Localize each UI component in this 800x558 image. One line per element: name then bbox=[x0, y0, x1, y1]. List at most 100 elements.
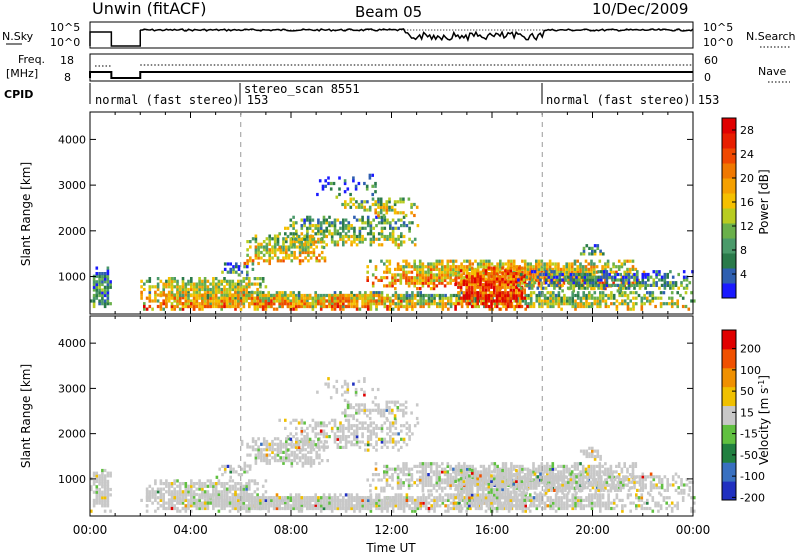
data-cell bbox=[255, 248, 258, 251]
data-cell bbox=[438, 260, 441, 263]
data-cell bbox=[616, 504, 619, 507]
data-cell bbox=[671, 305, 674, 308]
data-cell bbox=[320, 238, 323, 241]
data-cell bbox=[302, 248, 305, 251]
data-cell bbox=[499, 260, 502, 263]
data-cell bbox=[577, 302, 580, 305]
data-cell bbox=[496, 272, 499, 275]
data-cell bbox=[389, 496, 392, 499]
data-cell bbox=[187, 280, 190, 283]
data-cell bbox=[395, 496, 398, 499]
power-data-layer bbox=[90, 174, 696, 311]
data-cell bbox=[268, 259, 271, 262]
data-cell bbox=[322, 185, 325, 188]
data-cell bbox=[574, 262, 577, 265]
data-cell bbox=[366, 271, 369, 274]
data-cell bbox=[293, 451, 296, 454]
data-cell bbox=[361, 235, 364, 238]
data-cell bbox=[442, 496, 445, 499]
data-cell bbox=[512, 280, 515, 283]
data-cell bbox=[538, 299, 541, 302]
data-cell bbox=[608, 273, 611, 276]
data-cell bbox=[309, 235, 312, 238]
data-cell bbox=[146, 308, 149, 311]
data-cell bbox=[520, 273, 523, 276]
data-cell bbox=[302, 462, 305, 465]
data-cell bbox=[299, 456, 302, 459]
data-cell bbox=[424, 271, 427, 274]
data-cell bbox=[325, 294, 328, 297]
data-cell bbox=[547, 297, 550, 300]
data-cell bbox=[490, 294, 493, 297]
data-cell bbox=[378, 238, 381, 241]
noise-left-tick-top: 10^5 bbox=[50, 21, 80, 34]
data-cell bbox=[581, 284, 584, 287]
data-cell bbox=[309, 238, 312, 241]
data-cell bbox=[512, 286, 515, 289]
data-cell bbox=[499, 308, 502, 311]
data-cell bbox=[599, 260, 602, 263]
data-cell bbox=[288, 459, 291, 462]
data-cell bbox=[383, 262, 386, 265]
data-cell bbox=[475, 305, 478, 308]
data-cell bbox=[268, 254, 271, 257]
data-cell bbox=[317, 432, 320, 435]
data-cell bbox=[338, 193, 341, 196]
data-cell bbox=[232, 299, 235, 302]
data-cell bbox=[602, 252, 605, 255]
data-cell bbox=[676, 291, 679, 294]
data-cell bbox=[237, 283, 240, 286]
data-cell bbox=[411, 265, 414, 268]
data-cell bbox=[641, 299, 644, 302]
data-cell bbox=[638, 496, 641, 499]
data-cell bbox=[381, 299, 384, 302]
data-cell bbox=[146, 504, 149, 507]
data-cell bbox=[345, 305, 348, 308]
data-cell bbox=[364, 299, 367, 302]
data-cell bbox=[633, 287, 636, 290]
data-cell bbox=[226, 294, 229, 297]
data-cell bbox=[154, 299, 157, 302]
data-cell bbox=[339, 446, 342, 449]
data-cell bbox=[433, 294, 436, 297]
data-cell bbox=[629, 260, 632, 263]
data-cell bbox=[608, 284, 611, 287]
data-cell bbox=[600, 278, 603, 281]
data-cell bbox=[414, 502, 417, 505]
data-cell bbox=[427, 282, 430, 285]
data-cell bbox=[179, 496, 182, 499]
data-cell bbox=[321, 256, 324, 259]
data-cell bbox=[248, 302, 251, 305]
data-cell bbox=[406, 294, 409, 297]
data-cell bbox=[298, 291, 301, 294]
data-cell bbox=[207, 305, 210, 308]
data-cell bbox=[339, 499, 342, 502]
data-cell bbox=[190, 302, 193, 305]
data-cell bbox=[501, 280, 504, 283]
data-cell bbox=[672, 281, 675, 284]
data-cell bbox=[107, 267, 110, 270]
data-cell bbox=[281, 294, 284, 297]
data-cell bbox=[352, 198, 355, 201]
data-cell bbox=[282, 237, 285, 240]
data-cell bbox=[151, 488, 154, 491]
data-cell bbox=[454, 283, 457, 286]
data-cell bbox=[246, 259, 249, 262]
data-cell bbox=[654, 305, 657, 308]
data-cell bbox=[259, 305, 262, 308]
data-cell bbox=[504, 299, 507, 302]
data-cell bbox=[441, 262, 444, 265]
data-cell bbox=[215, 283, 218, 286]
data-cell bbox=[386, 271, 389, 274]
data-cell bbox=[292, 216, 295, 219]
data-cell bbox=[411, 299, 414, 302]
data-cell bbox=[682, 305, 685, 308]
data-cell bbox=[229, 496, 232, 499]
data-cell bbox=[243, 485, 246, 488]
data-cell bbox=[572, 278, 575, 281]
data-cell bbox=[629, 299, 632, 302]
data-cell bbox=[140, 499, 143, 502]
data-cell bbox=[107, 294, 110, 297]
data-cell bbox=[255, 240, 258, 243]
data-cell bbox=[512, 272, 515, 275]
